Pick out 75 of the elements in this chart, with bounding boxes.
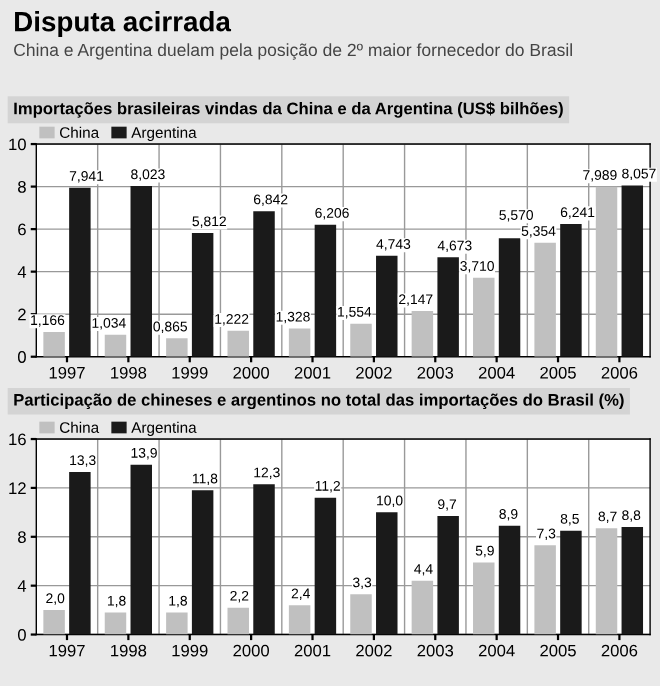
x-tick-label: 2000 <box>233 366 270 379</box>
x-tick-label: 2002 <box>356 366 392 379</box>
y-tick-label: 0 <box>17 351 26 363</box>
y-axis-title: Participação de chineses e argentinos no total das importações do Brasil (%) <box>14 393 624 410</box>
y-axis-title: Importações brasileiras vindas da China e da Argentina (US$ bilhões) <box>14 101 563 118</box>
chart-title: Disputa acirrada <box>15 11 232 37</box>
x-tick-label: 1997 <box>49 644 85 657</box>
bar <box>473 277 495 357</box>
bar <box>621 527 644 635</box>
bar <box>560 530 582 635</box>
bar <box>595 528 618 635</box>
bar <box>288 605 311 635</box>
bar <box>314 224 337 357</box>
y-tick-label: 8 <box>18 531 26 543</box>
bar <box>621 185 644 357</box>
x-tick-label: 2003 <box>417 644 454 657</box>
bar <box>166 612 188 635</box>
bar <box>69 472 91 635</box>
x-tick-label: 1999 <box>172 644 208 657</box>
bar <box>130 186 152 357</box>
y-tick-label: 10 <box>9 138 26 151</box>
y-tick-label: 8 <box>18 180 26 193</box>
x-tick-label: 2006 <box>601 366 638 379</box>
x-tick-label: 2005 <box>540 644 576 657</box>
bar <box>191 233 214 357</box>
y-tick-label: 6 <box>18 223 26 236</box>
bar <box>534 545 556 635</box>
bar <box>227 607 249 635</box>
x-tick-label: 1997 <box>49 366 85 379</box>
bar <box>376 255 398 357</box>
bar <box>288 328 311 357</box>
bar <box>69 187 91 357</box>
bar <box>437 516 459 635</box>
x-tick-label: 2003 <box>417 366 454 379</box>
chart-subtitle: China e Argentina duelam pela posição de 2º maior fornecedor do Brasil <box>14 43 572 60</box>
bar <box>498 238 521 357</box>
x-tick-label: 2001 <box>294 644 331 657</box>
bar <box>43 331 65 357</box>
bar <box>498 525 521 635</box>
bar <box>534 242 556 357</box>
bar <box>227 330 249 357</box>
bar <box>350 323 372 357</box>
bar <box>595 186 618 357</box>
x-tick-label: 2000 <box>233 644 270 657</box>
bar <box>473 562 495 635</box>
x-tick-label: 2006 <box>601 644 638 657</box>
bar <box>560 224 582 357</box>
bar <box>43 610 65 635</box>
y-tick-label: 4 <box>17 580 27 592</box>
x-tick-label: 1998 <box>111 644 147 657</box>
y-tick-label: 2 <box>18 308 26 321</box>
x-tick-label: 1998 <box>111 366 147 379</box>
bar <box>130 464 152 635</box>
bar <box>104 612 127 635</box>
bar <box>253 211 275 357</box>
bar <box>411 311 434 357</box>
bar <box>191 490 214 635</box>
y-tick-label: 4 <box>17 266 27 278</box>
x-tick-label: 2002 <box>356 644 392 657</box>
x-tick-label: 2004 <box>478 644 515 657</box>
bar <box>253 484 275 635</box>
y-tick-label: 16 <box>9 433 26 446</box>
bar <box>314 497 337 635</box>
x-tick-label: 1999 <box>172 366 208 379</box>
x-tick-label: 2005 <box>540 366 576 379</box>
bar <box>166 338 188 357</box>
y-tick-label: 12 <box>9 482 26 494</box>
bar <box>376 512 398 635</box>
x-tick-label: 2001 <box>294 366 331 379</box>
y-tick-label: 0 <box>17 628 26 641</box>
bar <box>437 257 459 357</box>
bar <box>411 580 434 635</box>
bar <box>104 334 127 357</box>
x-tick-label: 2004 <box>478 366 515 379</box>
bar <box>350 594 372 635</box>
